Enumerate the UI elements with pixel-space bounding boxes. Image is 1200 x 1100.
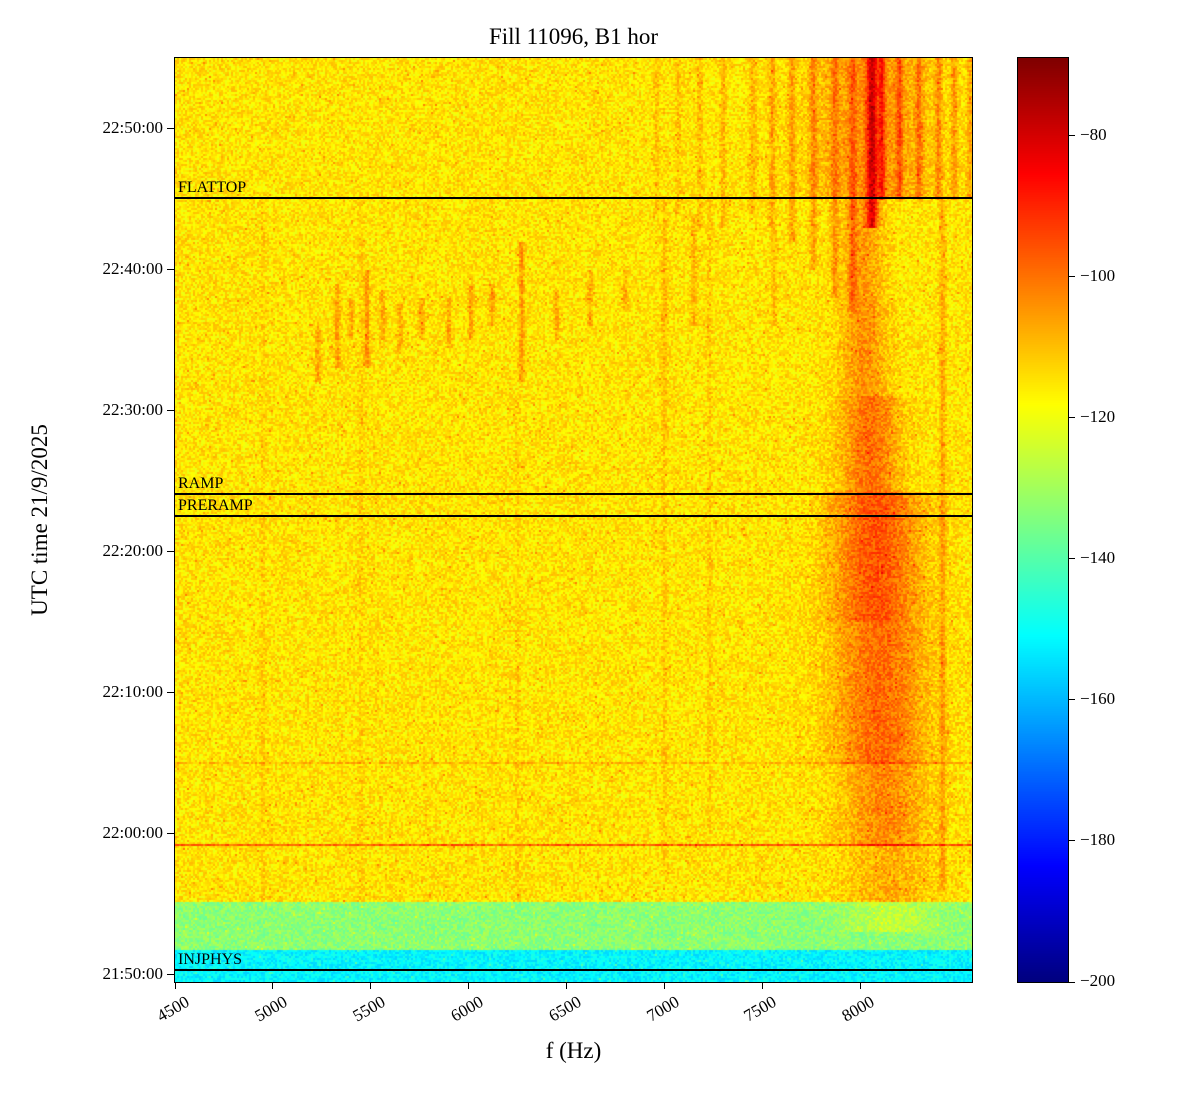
x-tick-label: 8000 (838, 992, 878, 1026)
x-axis-label: f (Hz) (545, 1038, 602, 1063)
colorbar-tick-label: −80 (1080, 124, 1107, 144)
colorbar-tick-label: −200 (1080, 971, 1116, 990)
colorbar-tick-mark (1068, 135, 1075, 137)
x-tick-label: 4500 (153, 992, 193, 1026)
beam-mode-line (175, 515, 972, 518)
colorbar-frame (1017, 57, 1069, 983)
y-tick-label: 22:50:00 (102, 117, 163, 137)
x-tick-mark (174, 982, 176, 989)
x-tick-label: 5500 (349, 992, 389, 1026)
beam-mode-label: RAMP (178, 475, 224, 493)
x-tick-label: 7000 (643, 992, 683, 1026)
y-tick-label: 22:00:00 (102, 822, 163, 842)
y-axis-label: UTC time 21/9/2025 (27, 424, 52, 616)
beam-mode-line (175, 196, 972, 199)
colorbar-tick-label: −160 (1080, 688, 1116, 708)
x-tick-mark (272, 982, 274, 989)
y-tick-label: 22:10:00 (102, 681, 163, 701)
x-tick-label: 6000 (447, 992, 487, 1026)
beam-mode-label: FLATTOP (178, 178, 247, 196)
y-tick-label: 21:50:00 (102, 963, 163, 983)
y-tick-mark (167, 974, 174, 976)
y-tick-label: 22:30:00 (102, 399, 163, 419)
beam-mode-label: PRERAMP (178, 497, 253, 515)
y-tick-mark (167, 692, 174, 694)
y-tick-label: 22:20:00 (102, 540, 163, 560)
colorbar-tick-mark (1068, 840, 1075, 842)
colorbar-tick-label: −100 (1080, 265, 1116, 285)
y-tick-label: 22:40:00 (102, 258, 163, 278)
colorbar-tick-mark (1068, 417, 1075, 419)
colorbar-tick-label: −140 (1080, 547, 1116, 567)
x-tick-mark (566, 982, 568, 989)
colorbar-canvas (1018, 58, 1068, 982)
x-tick-mark (664, 982, 666, 989)
colorbar-tick-mark (1068, 558, 1075, 560)
x-tick-label: 7500 (741, 992, 780, 1026)
plot-frame (174, 57, 973, 983)
y-tick-mark (167, 269, 174, 271)
beam-mode-line (175, 969, 972, 972)
chart-title: Fill 11096, B1 hor (488, 24, 659, 49)
beam-mode-line (175, 493, 972, 496)
x-tick-mark (859, 982, 861, 989)
y-tick-mark (167, 128, 174, 130)
colorbar-tick-mark (1068, 276, 1075, 278)
x-tick-mark (370, 982, 372, 989)
x-tick-mark (761, 982, 763, 989)
colorbar-tick-label: −180 (1080, 829, 1116, 849)
y-tick-mark (167, 551, 174, 553)
beam-mode-label: INJPHYS (178, 951, 243, 969)
x-tick-label: 6500 (545, 992, 585, 1026)
colorbar-tick-label: −120 (1080, 406, 1116, 426)
x-tick-mark (468, 982, 470, 989)
y-tick-mark (167, 833, 174, 835)
spectrogram-canvas (175, 58, 972, 982)
x-tick-label: 5000 (251, 992, 291, 1026)
colorbar-tick-mark (1068, 981, 1075, 983)
colorbar-tick-mark (1068, 699, 1075, 701)
y-tick-mark (167, 410, 174, 412)
